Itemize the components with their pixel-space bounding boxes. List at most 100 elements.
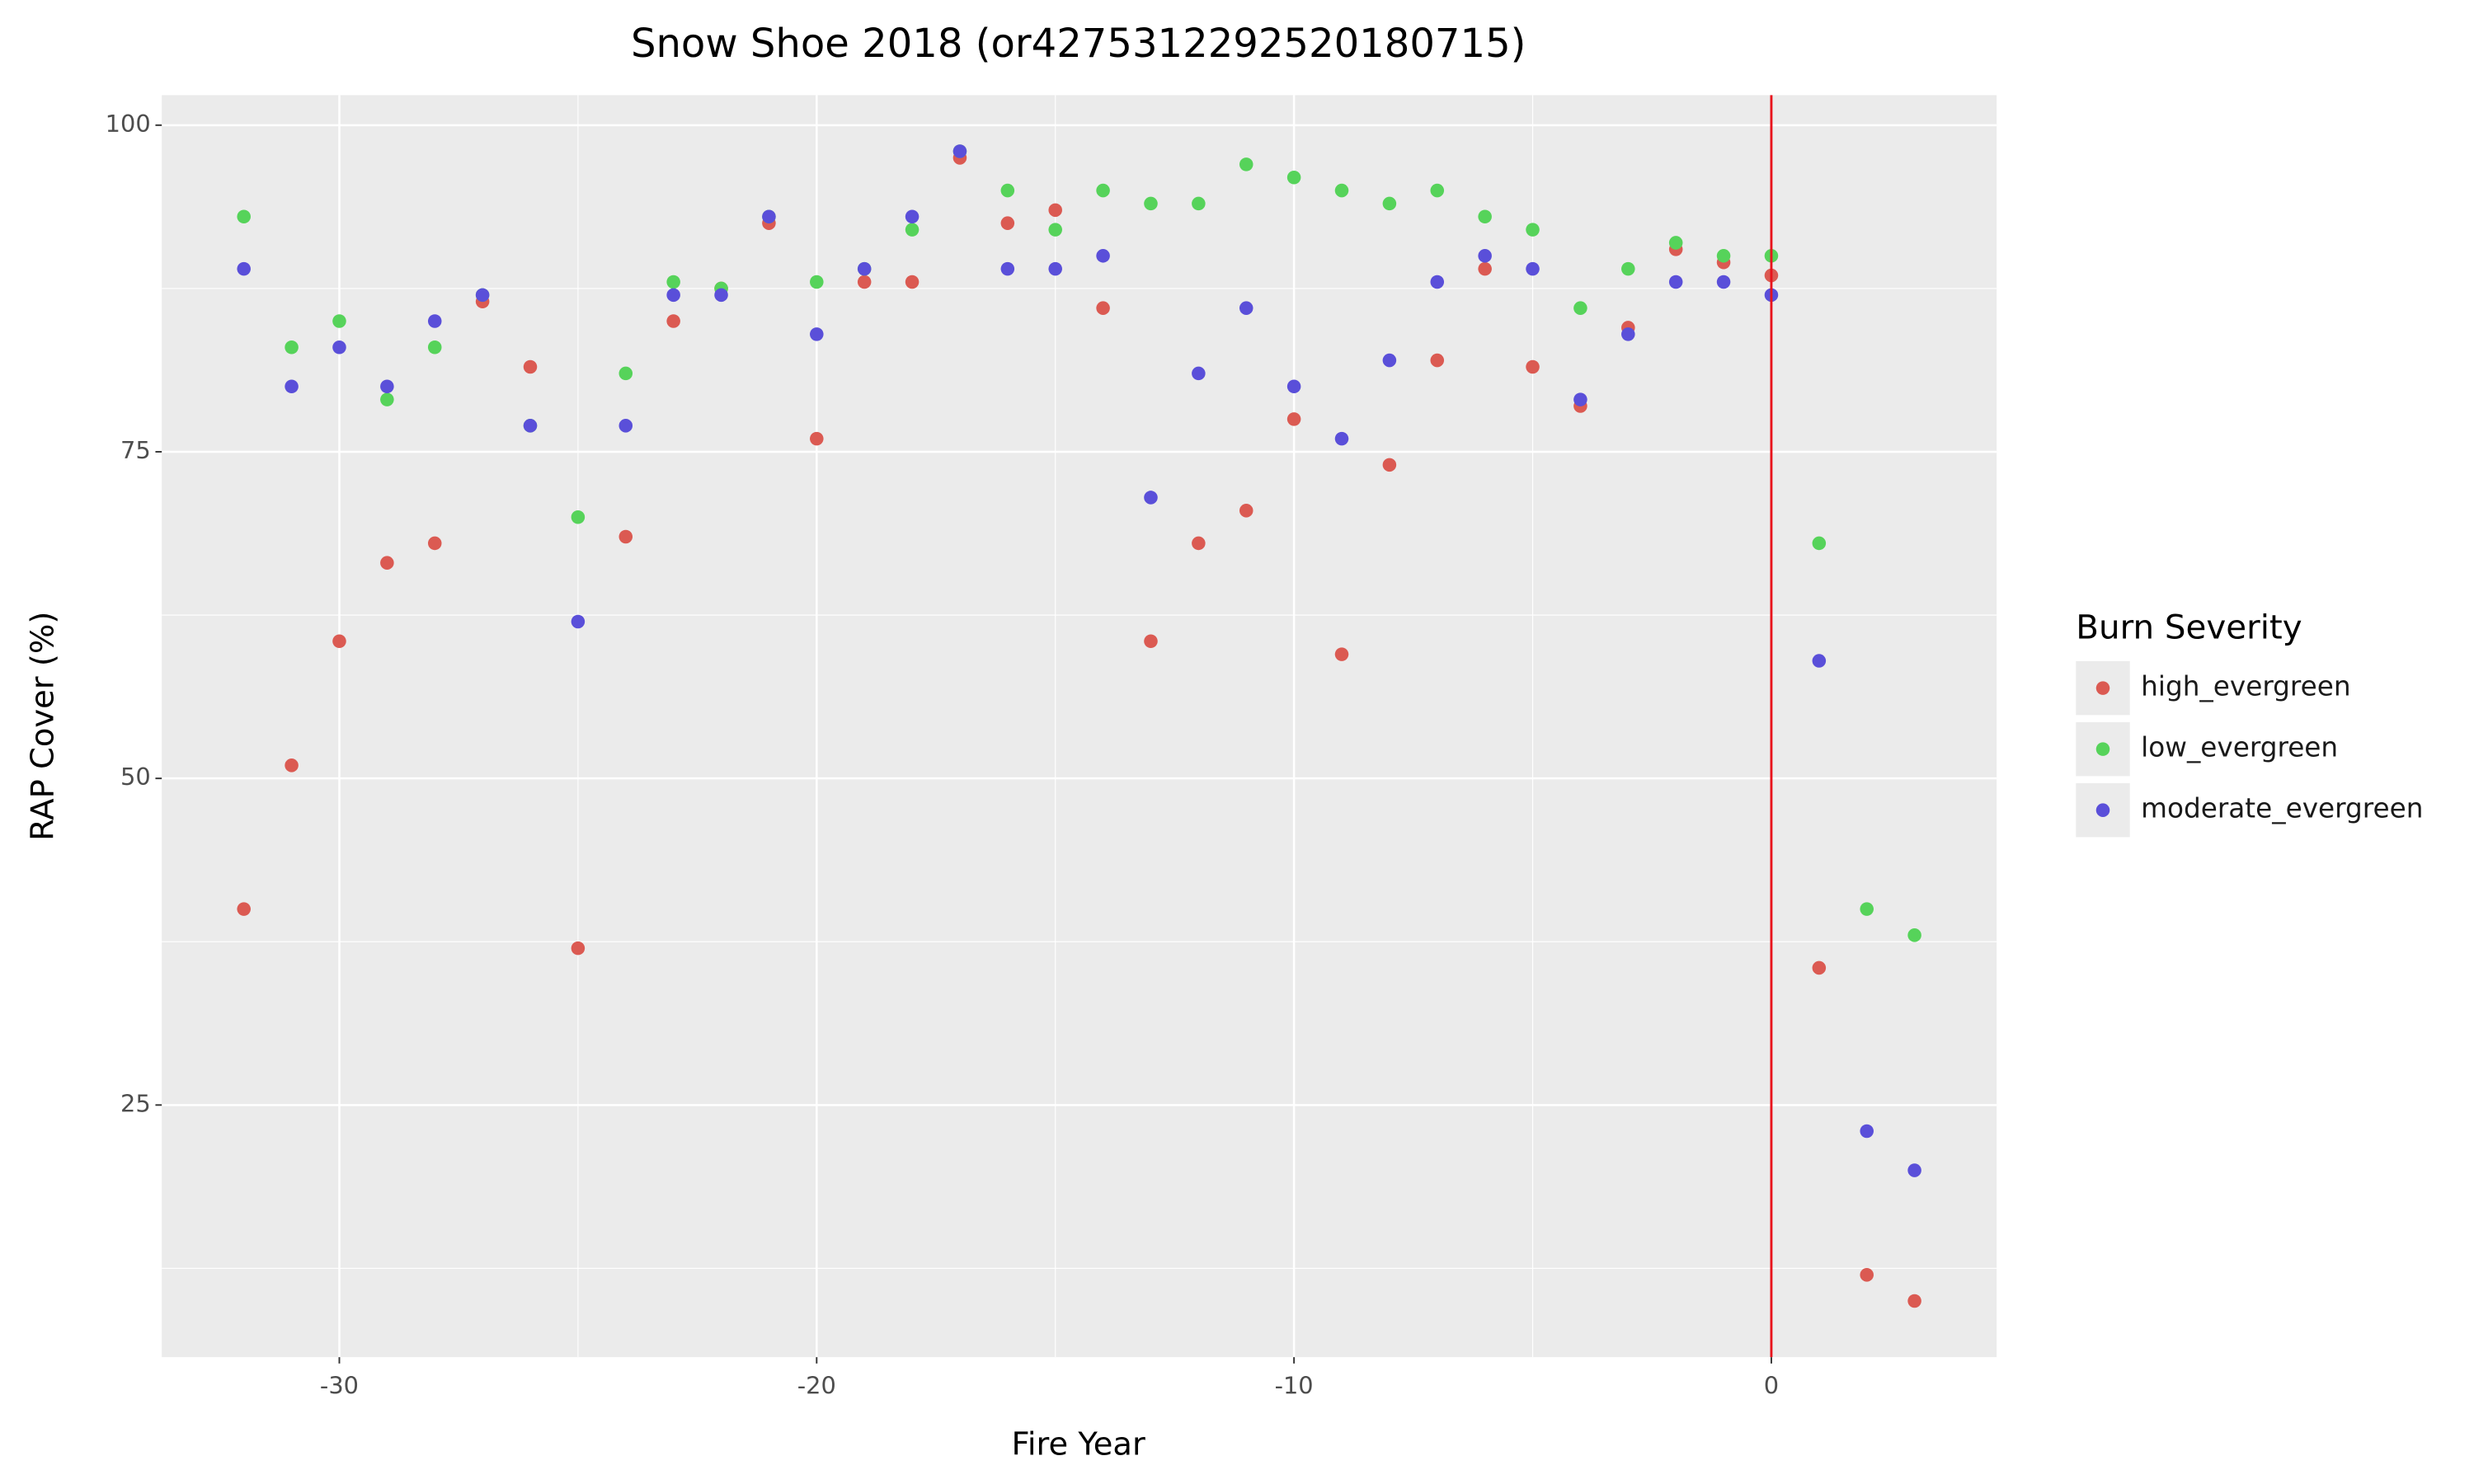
point — [1239, 157, 1253, 171]
y-tick-label: 50 — [120, 763, 151, 791]
point — [285, 340, 299, 355]
point — [1382, 196, 1397, 211]
point — [380, 379, 394, 394]
point — [1907, 1163, 1921, 1177]
point — [380, 392, 394, 406]
plot-panel — [162, 95, 1997, 1358]
point — [427, 340, 442, 355]
legend-marker — [2095, 681, 2110, 695]
legend-label: low_evergreen — [2141, 732, 2338, 763]
point — [523, 359, 538, 374]
point — [666, 288, 680, 303]
legend-marker — [2095, 803, 2110, 817]
point — [1286, 170, 1301, 185]
point — [1668, 236, 1683, 250]
legend-label: high_evergreen — [2141, 671, 2350, 702]
point — [1000, 261, 1015, 276]
point — [1048, 203, 1062, 218]
point — [332, 634, 346, 649]
y-tick-label: 25 — [120, 1089, 151, 1117]
point — [810, 431, 824, 446]
x-tick-label: -20 — [797, 1372, 836, 1400]
point — [523, 419, 538, 433]
point — [1573, 301, 1587, 315]
point — [1478, 261, 1492, 276]
point — [1478, 249, 1492, 263]
point — [571, 510, 586, 524]
point — [1096, 301, 1110, 315]
point — [285, 758, 299, 773]
point — [905, 275, 920, 289]
point — [762, 209, 776, 224]
point — [618, 529, 633, 544]
point — [1382, 458, 1397, 472]
x-tick-label: -30 — [320, 1372, 359, 1400]
point — [810, 327, 824, 341]
point — [952, 144, 967, 158]
point — [1526, 359, 1540, 374]
point — [1478, 209, 1492, 224]
point — [1668, 275, 1683, 289]
point — [714, 288, 728, 303]
point — [1096, 249, 1110, 263]
point — [1334, 647, 1349, 661]
point — [237, 261, 251, 276]
point — [1334, 431, 1349, 446]
point — [1000, 216, 1015, 230]
chart-title: Snow Shoe 2018 (or4275312292520180715) — [631, 21, 1526, 67]
point — [1526, 261, 1540, 276]
point — [1192, 366, 1206, 381]
point — [427, 536, 442, 551]
point — [332, 340, 346, 355]
y-tick-label: 75 — [120, 436, 151, 464]
point — [1860, 902, 1874, 916]
point — [1192, 536, 1206, 551]
point — [810, 275, 824, 289]
point — [1812, 536, 1827, 551]
point — [905, 209, 920, 224]
x-tick-label: -10 — [1275, 1372, 1314, 1400]
point — [1526, 223, 1540, 237]
point — [1192, 196, 1206, 211]
point — [1048, 261, 1062, 276]
point — [857, 275, 872, 289]
point — [1716, 249, 1731, 263]
point — [427, 314, 442, 328]
point — [332, 314, 346, 328]
point — [1430, 275, 1445, 289]
point — [1621, 261, 1635, 276]
point — [237, 902, 251, 916]
point — [618, 366, 633, 381]
point — [666, 275, 680, 289]
point — [285, 379, 299, 394]
point — [857, 261, 872, 276]
point — [1430, 353, 1445, 368]
point — [618, 419, 633, 433]
point — [1430, 183, 1445, 198]
point — [1286, 412, 1301, 426]
point — [1907, 1294, 1921, 1308]
point — [1860, 1268, 1874, 1282]
point — [1096, 183, 1110, 198]
point — [1286, 379, 1301, 394]
legend-marker — [2095, 742, 2110, 756]
point — [475, 288, 490, 303]
point — [1573, 392, 1587, 406]
point — [1144, 634, 1158, 649]
point — [571, 941, 586, 956]
point — [666, 314, 680, 328]
point — [1716, 275, 1731, 289]
x-tick-label: 0 — [1764, 1372, 1779, 1400]
legend-label: moderate_evergreen — [2141, 793, 2423, 824]
point — [237, 209, 251, 224]
y-tick-label: 100 — [106, 110, 151, 138]
point — [1621, 327, 1635, 341]
legend-title: Burn Severity — [2076, 608, 2302, 646]
point — [1000, 183, 1015, 198]
point — [1382, 353, 1397, 368]
point — [1144, 196, 1158, 211]
y-axis-title: RAP Cover (%) — [24, 612, 61, 841]
point — [1812, 960, 1827, 975]
